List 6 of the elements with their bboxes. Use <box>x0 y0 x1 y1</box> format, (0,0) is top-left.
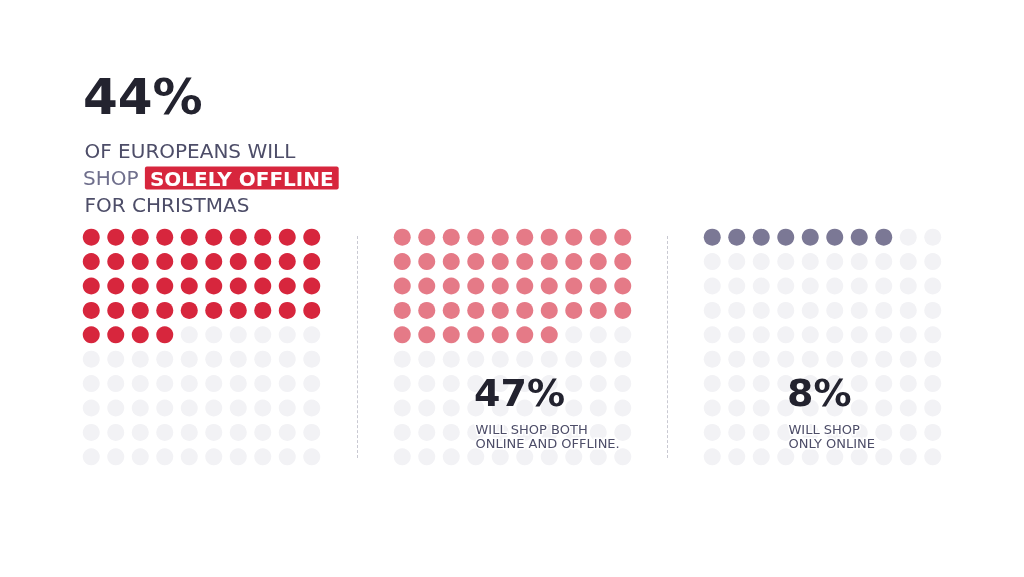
data-label: 44% <box>83 68 203 126</box>
data-label: 47% <box>474 371 565 415</box>
category-label: OF EUROPEANS WILL SHOP SOLELY OFFLINE FOR CHRISTMAS <box>83 139 334 217</box>
category-label: WILL SHOP BOTH ONLINE AND OFFLINE. <box>475 422 620 452</box>
category-label: WILL SHOP ONLY ONLINE <box>788 422 876 452</box>
data-label: 8% <box>787 371 852 415</box>
